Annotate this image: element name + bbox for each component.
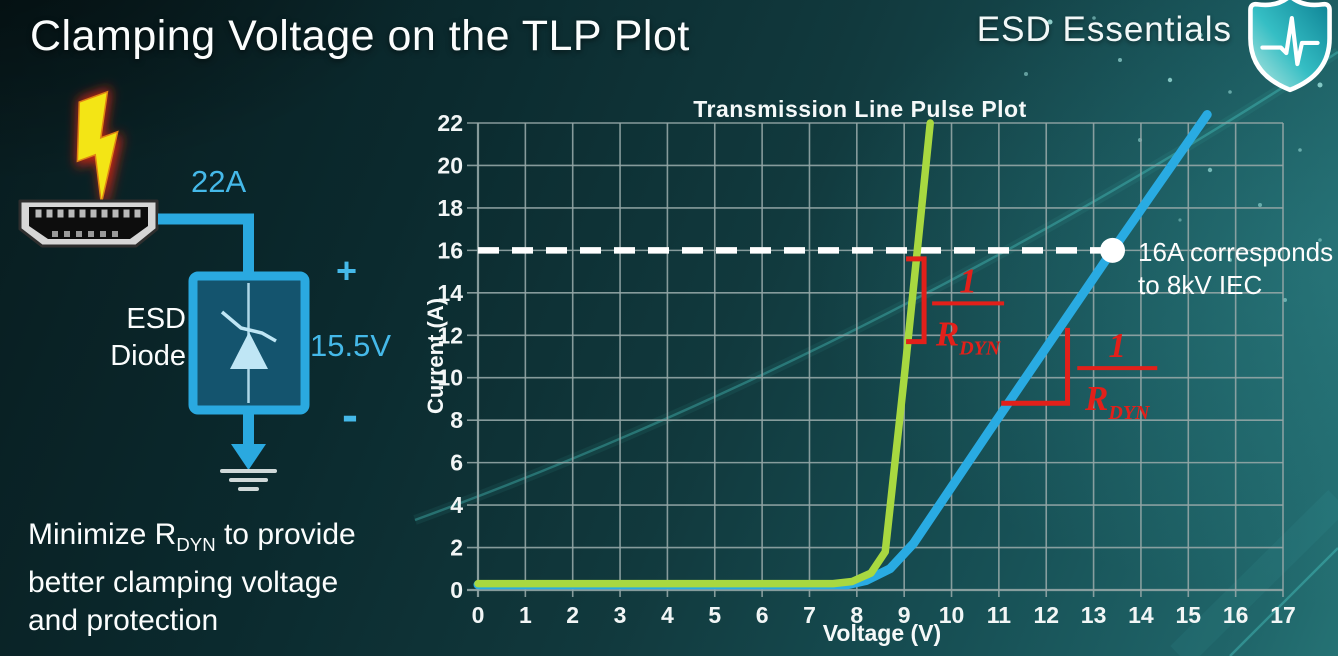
x-tick-label: 13 (1081, 602, 1107, 628)
diode-symbol (230, 332, 268, 369)
fraction-numerator-1: 1 (1109, 326, 1127, 365)
fraction-denominator-1: RDYN (1084, 379, 1151, 424)
y-tick-label: 22 (437, 110, 463, 136)
x-tick-label: 4 (661, 602, 674, 628)
zener-bar (220, 310, 277, 343)
plus-polarity-label: + (336, 250, 358, 291)
x-tick-label: 15 (1175, 602, 1201, 628)
x-tick-label: 5 (708, 602, 721, 628)
minus-polarity-label: - (342, 389, 358, 442)
esd-diode-label-line1: ESD (126, 303, 186, 335)
esd-diode-box (188, 271, 310, 415)
ground-icon (220, 410, 277, 491)
note-line1: Minimize RDYN to provide (28, 518, 356, 555)
esd-diode-label: ESD Diode (92, 301, 186, 375)
y-tick-label: 2 (450, 535, 463, 561)
curve-blue_curve_higher_rdyn (473, 110, 1212, 590)
chart-title: Transmission Line Pulse Plot (693, 96, 1027, 122)
x-tick-label: 14 (1128, 602, 1154, 628)
y-tick-label: 8 (450, 407, 463, 433)
fraction-numerator-0: 1 (959, 261, 977, 300)
y-tick-label: 20 (437, 152, 463, 178)
brand-text: ESD Essentials (976, 10, 1232, 49)
corner-swoosh-line (1229, 547, 1338, 656)
marker-annotation-line1: 16A corresponds (1138, 237, 1334, 267)
slope-bracket-1 (1001, 327, 1071, 406)
y-tick-label: 6 (450, 450, 463, 476)
marker-dot-16A (1100, 237, 1126, 263)
lightning-icon (54, 87, 152, 220)
page-title: Clamping Voltage on the TLP Plot (30, 12, 690, 60)
y-tick-label: 18 (437, 195, 463, 221)
shield-shape (1248, 0, 1332, 93)
x-tick-label: 12 (1033, 602, 1059, 628)
y-tick-label: 4 (450, 492, 463, 518)
esd-diode-label-line2: Diode (110, 340, 186, 372)
note-line3: and protection (28, 604, 219, 637)
takeaway-note: Minimize RDYN to provide better clamping… (28, 516, 356, 640)
shield-pulse-icon (1248, 0, 1332, 93)
x-tick-label: 2 (566, 602, 579, 628)
y-tick-label: 0 (450, 577, 463, 603)
fraction-denominator-0: RDYN (935, 314, 1002, 359)
slope-bracket-0 (906, 256, 927, 345)
hdmi-connector-icon (18, 199, 159, 248)
pulse-line (1260, 16, 1320, 67)
note-line2: better clamping voltage (28, 566, 339, 599)
brand: ESD Essentials (977, 0, 1336, 94)
rdyn-subscript: DYN (176, 534, 216, 555)
x-tick-label: 11 (987, 602, 1012, 628)
x-tick-label: 3 (614, 602, 627, 628)
curve-green_curve_low_rdyn (474, 119, 934, 588)
x-tick-label: 0 (472, 602, 485, 628)
corner-swoosh-glow (1170, 490, 1338, 656)
x-tick-label: 16 (1223, 602, 1249, 628)
x-tick-label: 6 (756, 602, 769, 628)
y-tick-label: 16 (437, 237, 463, 263)
wire (158, 213, 254, 278)
clamp-voltage-label: 15.5V (310, 328, 392, 363)
x-axis-title: Voltage (V) (822, 620, 942, 646)
surge-current-label: 22A (191, 164, 247, 199)
x-tick-label: 17 (1270, 602, 1296, 628)
marker-annotation: 16A corresponds to 8kV IEC (1138, 236, 1333, 302)
x-tick-label: 1 (519, 602, 532, 628)
marker-annotation-line2: to 8kV IEC (1138, 270, 1263, 300)
